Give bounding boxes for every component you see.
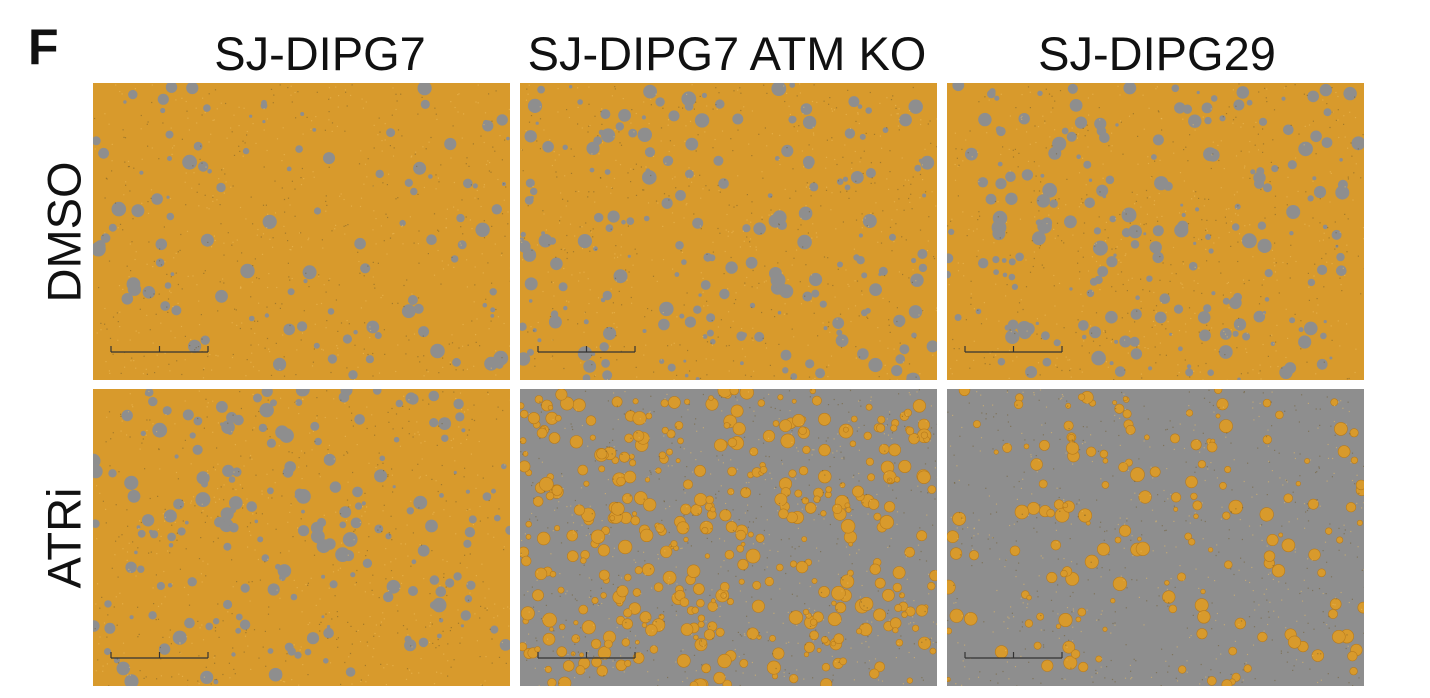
micrograph-dmso-sj-dipg29 xyxy=(947,83,1364,380)
micrograph-dmso-sj-dipg7-atm-ko xyxy=(520,83,937,380)
micrograph-atri-sj-dipg7 xyxy=(93,389,510,686)
cell-coverage-overlay xyxy=(947,389,1364,686)
column-label-sj-dipg7: SJ-DIPG7 xyxy=(214,27,426,80)
cell-coverage-overlay xyxy=(93,83,510,380)
scale-bar xyxy=(964,346,1063,353)
cell-coverage-overlay xyxy=(93,389,510,686)
micrograph-atri-sj-dipg7-atm-ko xyxy=(520,389,937,686)
cell-coverage-overlay xyxy=(520,389,937,686)
scale-bar xyxy=(964,652,1063,659)
row-label-dmso: DMSO xyxy=(37,161,91,303)
scale-bar xyxy=(110,346,209,353)
scale-bar xyxy=(110,652,209,659)
cell-coverage-overlay xyxy=(947,83,1364,380)
scale-bar xyxy=(537,652,636,659)
row-label-atri: ATRi xyxy=(37,487,91,589)
column-label-sj-dipg7-atm-ko: SJ-DIPG7 ATM KO xyxy=(527,27,927,80)
column-label-sj-dipg29: SJ-DIPG29 xyxy=(1038,27,1276,80)
micrograph-dmso-sj-dipg7 xyxy=(93,83,510,380)
micrograph-atri-sj-dipg29 xyxy=(947,389,1364,686)
panel-letter: F xyxy=(28,19,59,75)
scale-bar xyxy=(537,346,636,353)
